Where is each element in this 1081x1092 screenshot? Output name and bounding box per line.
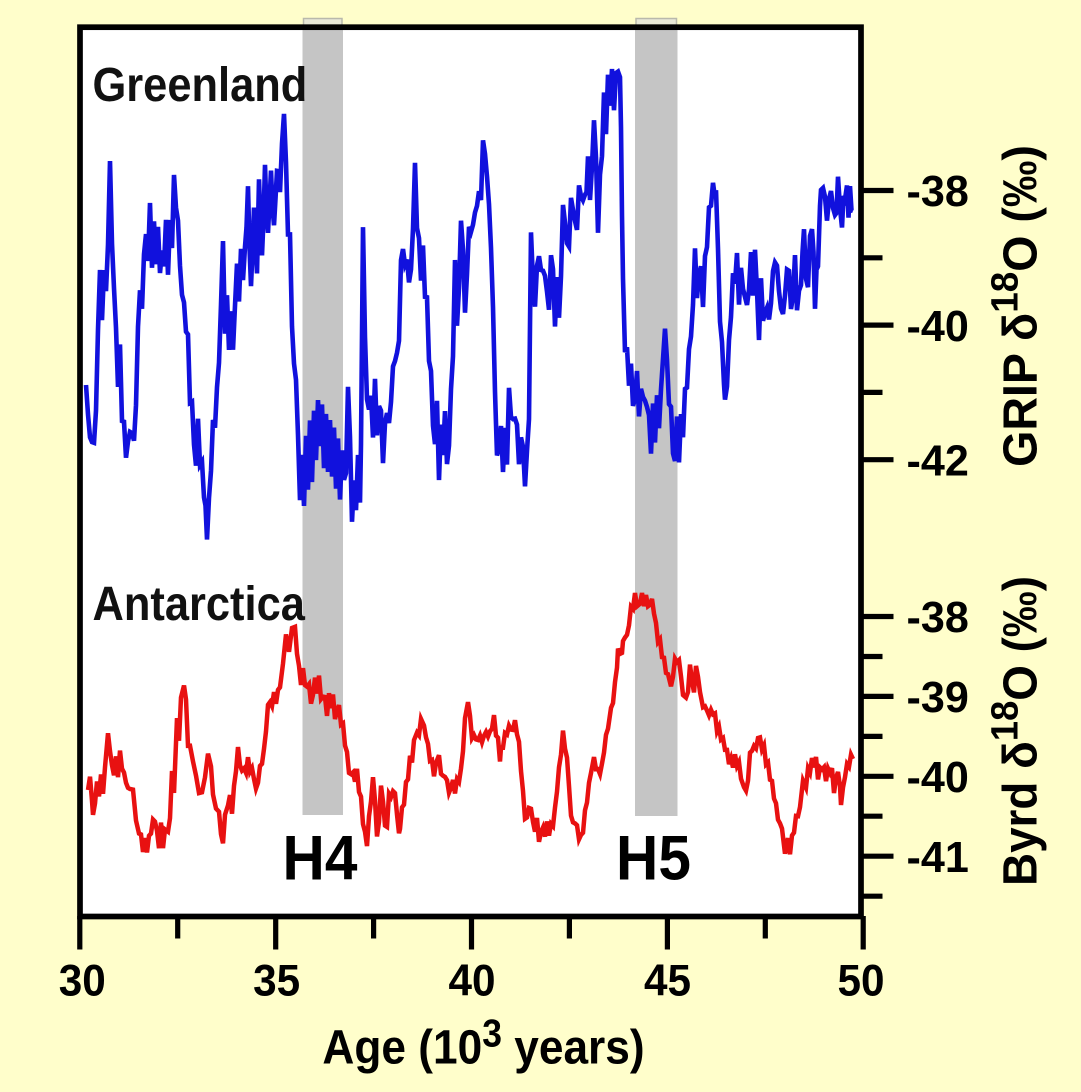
svg-text:-38: -38 [907,168,969,216]
svg-text:-40: -40 [907,302,969,350]
svg-text:30: 30 [59,957,106,1006]
svg-text:Greenland: Greenland [93,58,308,111]
svg-text:Byrd δ18O (‰): Byrd δ18O (‰) [983,576,1047,886]
svg-text:H4: H4 [283,823,358,893]
svg-text:-38: -38 [907,594,969,642]
svg-text:35: 35 [253,957,300,1006]
svg-text:-39: -39 [907,674,969,722]
svg-text:-42: -42 [907,437,969,485]
svg-text:45: 45 [644,957,691,1006]
svg-text:H5: H5 [616,823,691,893]
svg-text:Antarctica: Antarctica [93,577,306,630]
svg-text:GRIP δ18O (‰): GRIP δ18O (‰) [983,145,1048,467]
svg-text:-41: -41 [907,834,969,882]
svg-text:-40: -40 [907,754,969,802]
svg-text:40: 40 [448,957,495,1006]
svg-text:50: 50 [837,957,884,1006]
